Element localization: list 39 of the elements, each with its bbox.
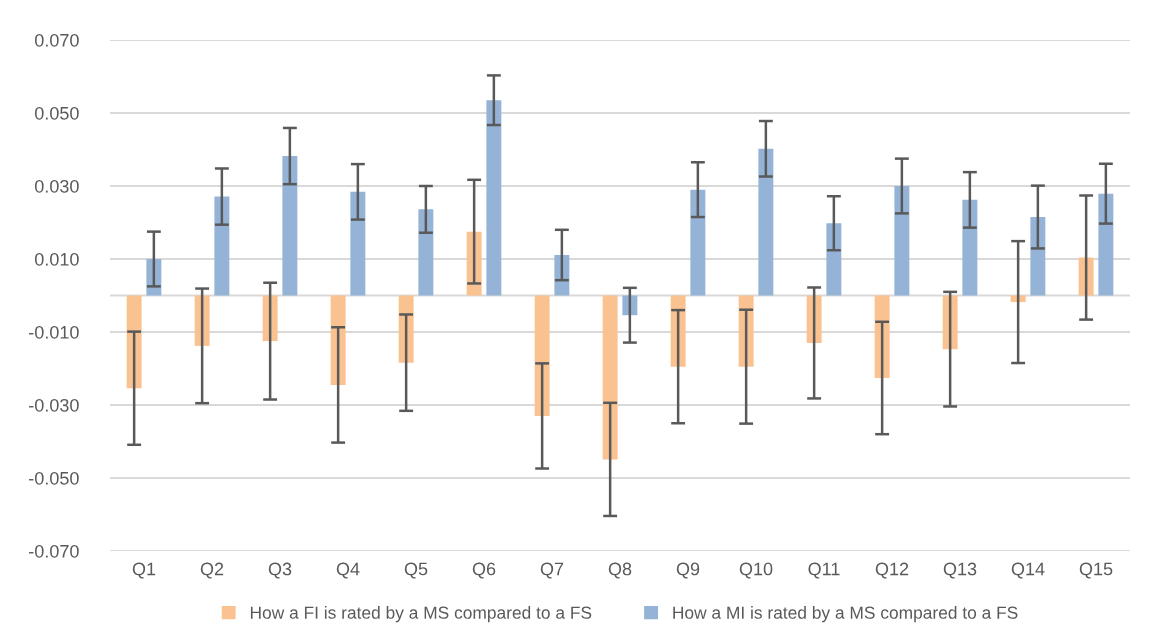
x-tick-label: Q2: [200, 562, 224, 579]
x-tick-label: Q15: [1079, 562, 1113, 579]
x-tick-label: Q13: [943, 562, 977, 579]
x-tick-label: Q3: [268, 562, 292, 579]
y-tick-label: 0.010: [34, 252, 79, 266]
bar: [1030, 217, 1046, 296]
bar: [758, 148, 774, 296]
y-tick-label: -0.010: [29, 325, 79, 339]
x-tick-label: Q6: [472, 562, 496, 579]
bar: [350, 191, 366, 296]
y-tick-label: 0.070: [34, 33, 79, 47]
y-tick-label: 0.050: [34, 106, 79, 120]
legend-label: How a FI is rated by a MS compared to a FS: [250, 606, 592, 623]
x-tick-label: Q10: [739, 562, 773, 579]
bar: [214, 196, 230, 296]
x-tick-label: Q14: [1011, 562, 1045, 579]
bar: [894, 186, 910, 296]
x-tick-label: Q12: [875, 562, 909, 579]
bar: [534, 295, 550, 416]
y-tick-label: -0.030: [29, 398, 79, 412]
legend-label: How a MI is rated by a MS compared to a FS: [673, 606, 1018, 623]
bar: [282, 156, 298, 296]
x-tick-label: Q11: [808, 562, 840, 579]
x-tick-label: Q5: [404, 562, 428, 579]
x-tick-label: Q7: [540, 562, 564, 579]
y-tick-label: 0.030: [34, 179, 79, 193]
x-tick-label: Q1: [132, 562, 156, 579]
bar: [418, 209, 434, 296]
bar: [826, 223, 842, 296]
x-tick-label: Q9: [676, 562, 700, 579]
bar: [962, 199, 978, 296]
bar: [690, 189, 706, 296]
x-tick-label: Q8: [608, 562, 632, 579]
bar: [1098, 193, 1114, 296]
x-tick-label: Q4: [336, 562, 360, 579]
y-tick-label: -0.050: [29, 471, 79, 485]
bar: [602, 295, 618, 460]
bar: [486, 100, 502, 296]
y-tick-label: -0.070: [29, 544, 79, 558]
